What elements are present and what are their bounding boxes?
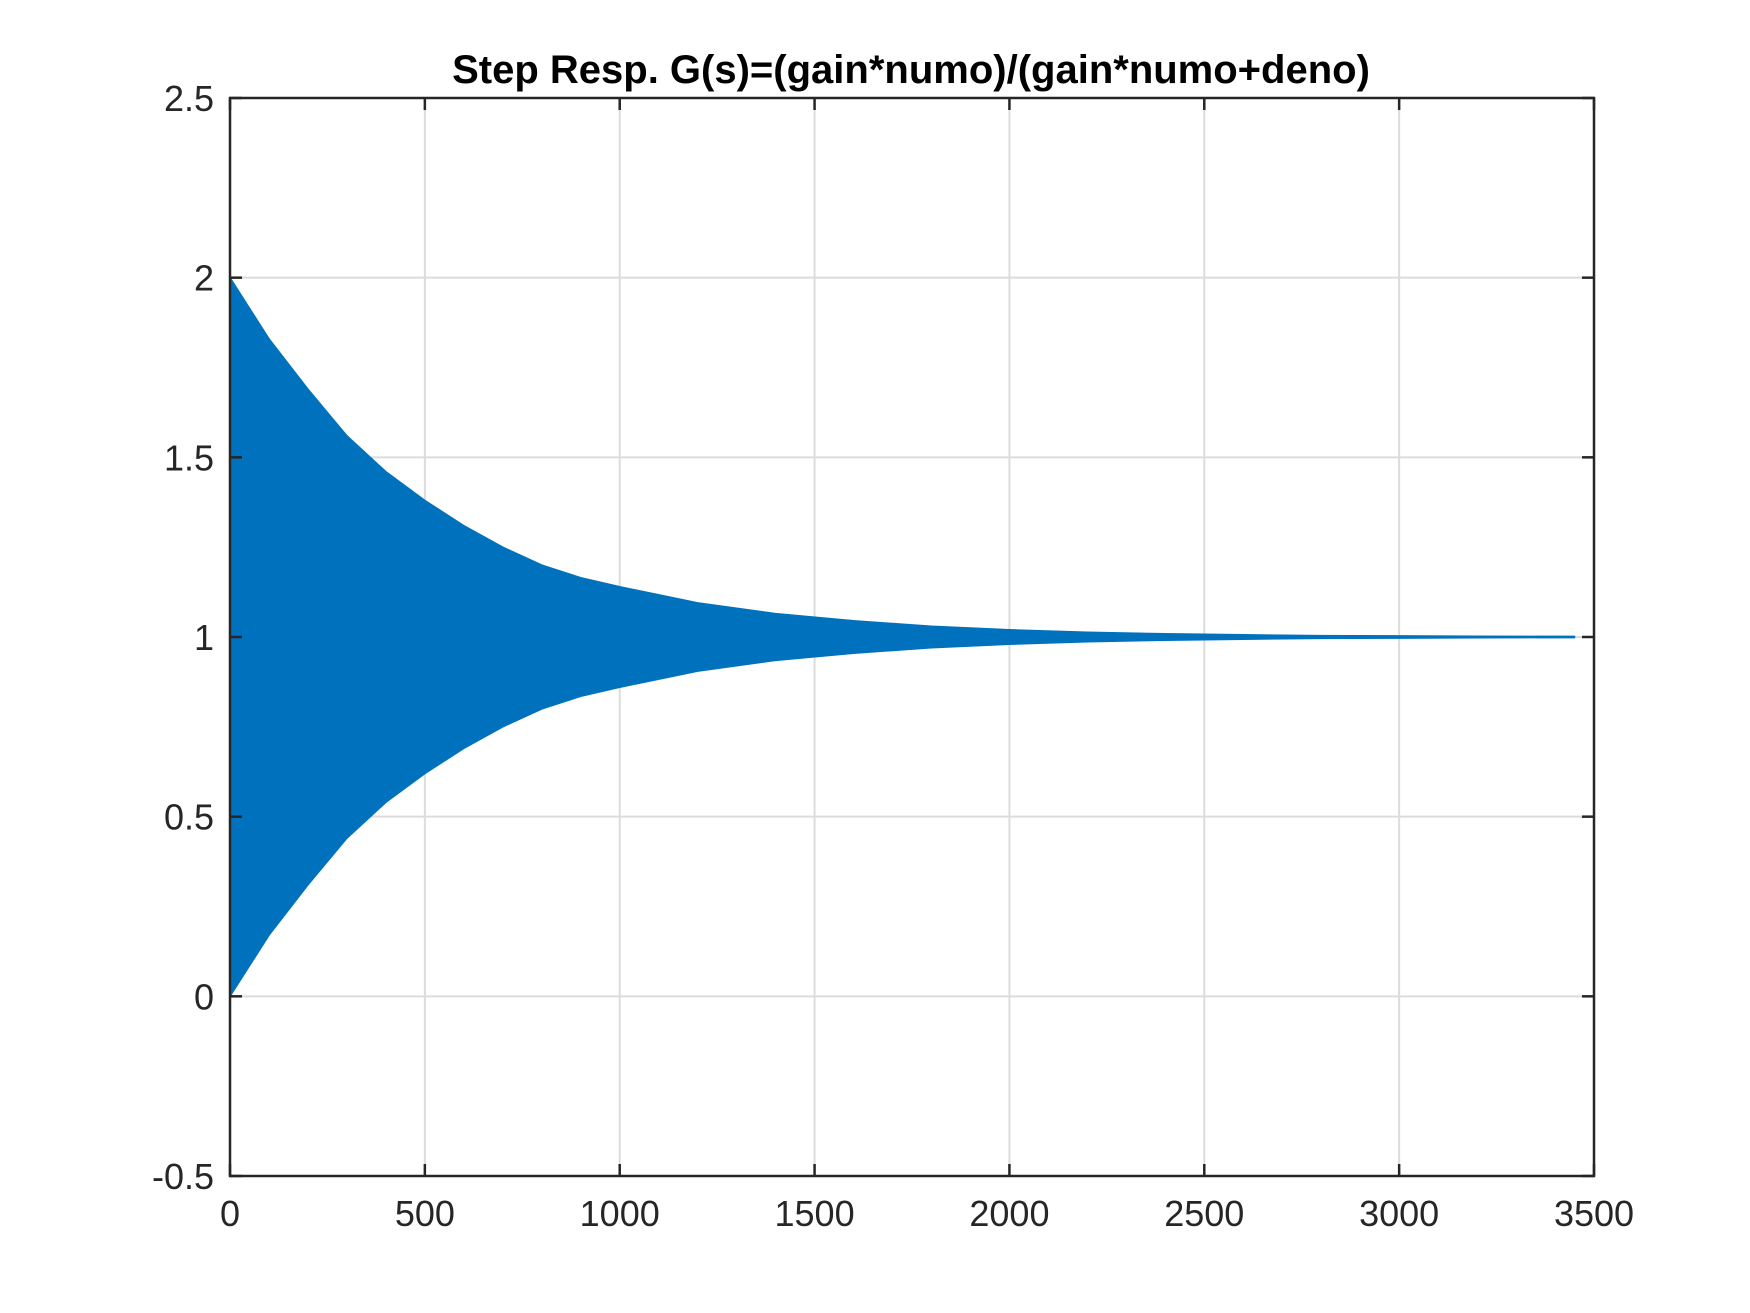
x-tick-label: 1000	[580, 1193, 660, 1234]
y-tick-label: 1	[194, 617, 214, 658]
y-tick-label: 0	[194, 976, 214, 1017]
x-tick-label: 2500	[1164, 1193, 1244, 1234]
x-tick-label: 3000	[1359, 1193, 1439, 1234]
chart-title: Step Resp. G(s)=(gain*numo)/(gain*numo+d…	[452, 48, 1370, 92]
y-tick-label: 0.5	[164, 797, 214, 838]
y-tick-label: 1.5	[164, 437, 214, 478]
plot-area	[229, 275, 1576, 999]
x-tick-label: 1500	[775, 1193, 855, 1234]
y-tick-label: -0.5	[152, 1156, 214, 1197]
step-response-envelope	[229, 275, 1576, 999]
y-tick-label: 2.5	[164, 78, 214, 119]
y-tick-label: 2	[194, 258, 214, 299]
x-tick-label: 500	[395, 1193, 455, 1234]
tick-labels: 0 500 1000 1500 2000 2500 3000 3500-0.500.511.5…	[152, 78, 1634, 1234]
ticks	[228, 96, 1596, 1178]
x-tick-label: 3500	[1554, 1193, 1634, 1234]
x-tick-label: 2000	[969, 1193, 1049, 1234]
x-tick-label: 0	[220, 1193, 240, 1234]
